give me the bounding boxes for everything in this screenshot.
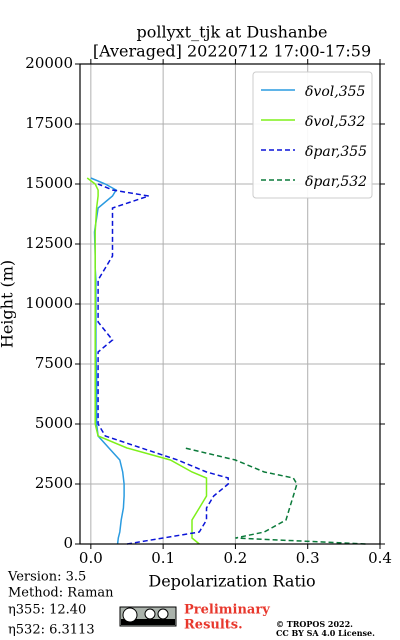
legend-label: δvol,355 (305, 84, 366, 100)
eta355: η355: 12.40 (8, 603, 86, 618)
y-tick-label: 10000 (25, 294, 73, 312)
license: CC BY SA 4.0 License. (276, 628, 375, 638)
chart-subtitle: [Averaged] 20220712 17:00-17:59 (93, 42, 371, 61)
cc-badge (119, 606, 177, 627)
preliminary-line1: Preliminary (184, 603, 270, 618)
y-tick-label: 5000 (35, 414, 73, 432)
preliminary-line2: Results. (184, 618, 243, 633)
data-line (97, 183, 229, 545)
y-tick-label: 20000 (25, 54, 73, 72)
copyright: © TROPOS 2022. (276, 619, 353, 629)
data-line (86, 177, 208, 545)
chart-title: pollyxt_tjk at Dushanbe (136, 23, 327, 42)
legend-label: δpar,355 (305, 144, 367, 160)
plot-frame (79, 63, 381, 545)
x-tick-label: 0.4 (368, 549, 392, 567)
y-tick-label: 0 (63, 534, 73, 552)
version: Version: 3.5 (7, 570, 86, 585)
x-tick-label: 0.1 (151, 549, 175, 567)
y-tick-label: 12500 (25, 234, 73, 252)
legend-label: δpar,532 (305, 174, 367, 190)
eta532: η532: 6.3113 (8, 623, 95, 638)
y-tick-label: 2500 (35, 474, 73, 492)
y-tick-label: 17500 (25, 114, 73, 132)
x-tick-label: 0.2 (223, 549, 247, 567)
data-line (184, 447, 366, 545)
legend-box (252, 71, 373, 199)
y-tick-label: 15000 (25, 174, 73, 192)
x-axis-label: Depolarization Ratio (148, 572, 315, 591)
y-tick-label: 7500 (35, 354, 73, 372)
y-axis-label: Height (m) (0, 260, 17, 348)
x-tick-label: 0.3 (296, 549, 320, 567)
x-tick-label: 0.0 (79, 549, 103, 567)
method: Method: Raman (8, 586, 114, 601)
legend-label: δvol,532 (305, 114, 366, 130)
